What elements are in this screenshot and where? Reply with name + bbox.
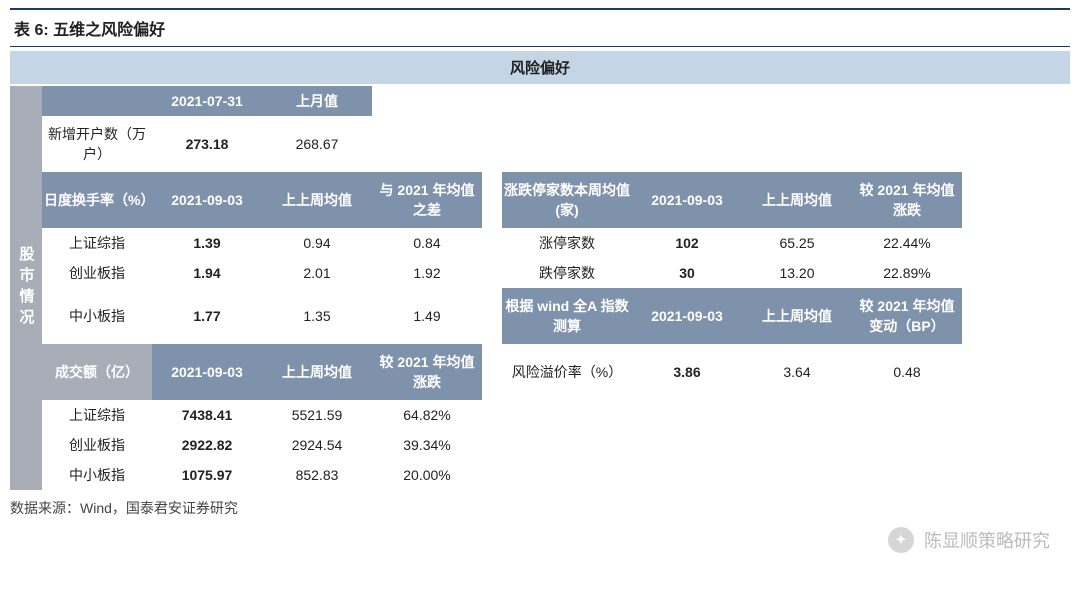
s4-r0-l: 涨停家数	[502, 228, 632, 258]
s3-r1-v2: 39.34%	[372, 430, 482, 460]
s1-v0: 273.18	[152, 116, 262, 172]
table-title: 表 6: 五维之风险偏好	[10, 8, 1070, 47]
s2-r0-v1: 0.94	[262, 228, 372, 258]
s3-r2-l: 中小板指	[42, 460, 152, 490]
s3-h3: 较 2021 年均值涨跌	[372, 344, 482, 400]
s5-h3: 较 2021 年均值变动（BP）	[852, 288, 962, 344]
banner: 风险偏好	[10, 51, 1070, 84]
s4-h0: 涨跌停家数本周均值(家)	[502, 172, 632, 228]
s5-v0: 3.86	[632, 344, 742, 400]
s1-v1: 268.67	[262, 116, 372, 172]
sidebar-label: 股市情况	[10, 86, 42, 490]
s3-h1: 2021-09-03	[152, 344, 262, 400]
s3-r1-v0: 2922.82	[152, 430, 262, 460]
s3-h2: 上上周均值	[262, 344, 372, 400]
s3-r2-v1: 852.83	[262, 460, 372, 490]
s2-r1-v2: 1.92	[372, 258, 482, 288]
s5-h0: 根据 wind 全A 指数测算	[502, 288, 632, 344]
s2-h1: 2021-09-03	[152, 172, 262, 228]
s3-r1-l: 创业板指	[42, 430, 152, 460]
s3-r2-v0: 1075.97	[152, 460, 262, 490]
s3-r2-v2: 20.00%	[372, 460, 482, 490]
s3-h0: 成交额（亿）	[42, 344, 152, 400]
main-grid: 股市情况 2021-07-31 上月值 新增开户数（万户） 273.18 268…	[10, 86, 1070, 490]
wechat-icon: ✦	[888, 527, 914, 553]
s2-r1-v1: 2.01	[262, 258, 372, 288]
s2-r0-v2: 0.84	[372, 228, 482, 258]
s4-h2: 上上周均值	[742, 172, 852, 228]
s5-v2: 0.48	[852, 344, 962, 400]
s3-r0-v0: 7438.41	[152, 400, 262, 430]
s2-h0: 日度换手率（%）	[42, 172, 152, 228]
s4-r0-v2: 22.44%	[852, 228, 962, 258]
s2-r2-v0: 1.77	[152, 288, 262, 344]
s5-h1: 2021-09-03	[632, 288, 742, 344]
s2-h2: 上上周均值	[262, 172, 372, 228]
s3-r0-l: 上证综指	[42, 400, 152, 430]
s4-r1-v0: 30	[632, 258, 742, 288]
s1-h0	[42, 86, 152, 116]
s2-r2-l: 中小板指	[42, 288, 152, 344]
s4-h1: 2021-09-03	[632, 172, 742, 228]
s5-h2: 上上周均值	[742, 288, 852, 344]
s3-r0-v1: 5521.59	[262, 400, 372, 430]
s4-r1-v2: 22.89%	[852, 258, 962, 288]
s3-r0-v2: 64.82%	[372, 400, 482, 430]
data-source: 数据来源：Wind，国泰君安证券研究	[0, 490, 1080, 518]
s2-r2-v2: 1.49	[372, 288, 482, 344]
s3-r1-v1: 2924.54	[262, 430, 372, 460]
s2-h3: 与 2021 年均值之差	[372, 172, 482, 228]
s2-r0-v0: 1.39	[152, 228, 262, 258]
s2-r1-l: 创业板指	[42, 258, 152, 288]
s4-r0-v1: 65.25	[742, 228, 852, 258]
watermark-text: 陈显顺策略研究	[924, 527, 1050, 553]
s5-label: 风险溢价率（%）	[502, 344, 632, 400]
s2-r0-l: 上证综指	[42, 228, 152, 258]
s1-label: 新增开户数（万户）	[42, 116, 152, 172]
s1-h1: 2021-07-31	[152, 86, 262, 116]
s4-r1-v1: 13.20	[742, 258, 852, 288]
s1-h2: 上月值	[262, 86, 372, 116]
s4-r1-l: 跌停家数	[502, 258, 632, 288]
watermark: ✦ 陈显顺策略研究	[888, 527, 1050, 553]
s4-h3: 较 2021 年均值涨跌	[852, 172, 962, 228]
s5-v1: 3.64	[742, 344, 852, 400]
s2-r1-v0: 1.94	[152, 258, 262, 288]
s2-r2-v1: 1.35	[262, 288, 372, 344]
s4-r0-v0: 102	[632, 228, 742, 258]
